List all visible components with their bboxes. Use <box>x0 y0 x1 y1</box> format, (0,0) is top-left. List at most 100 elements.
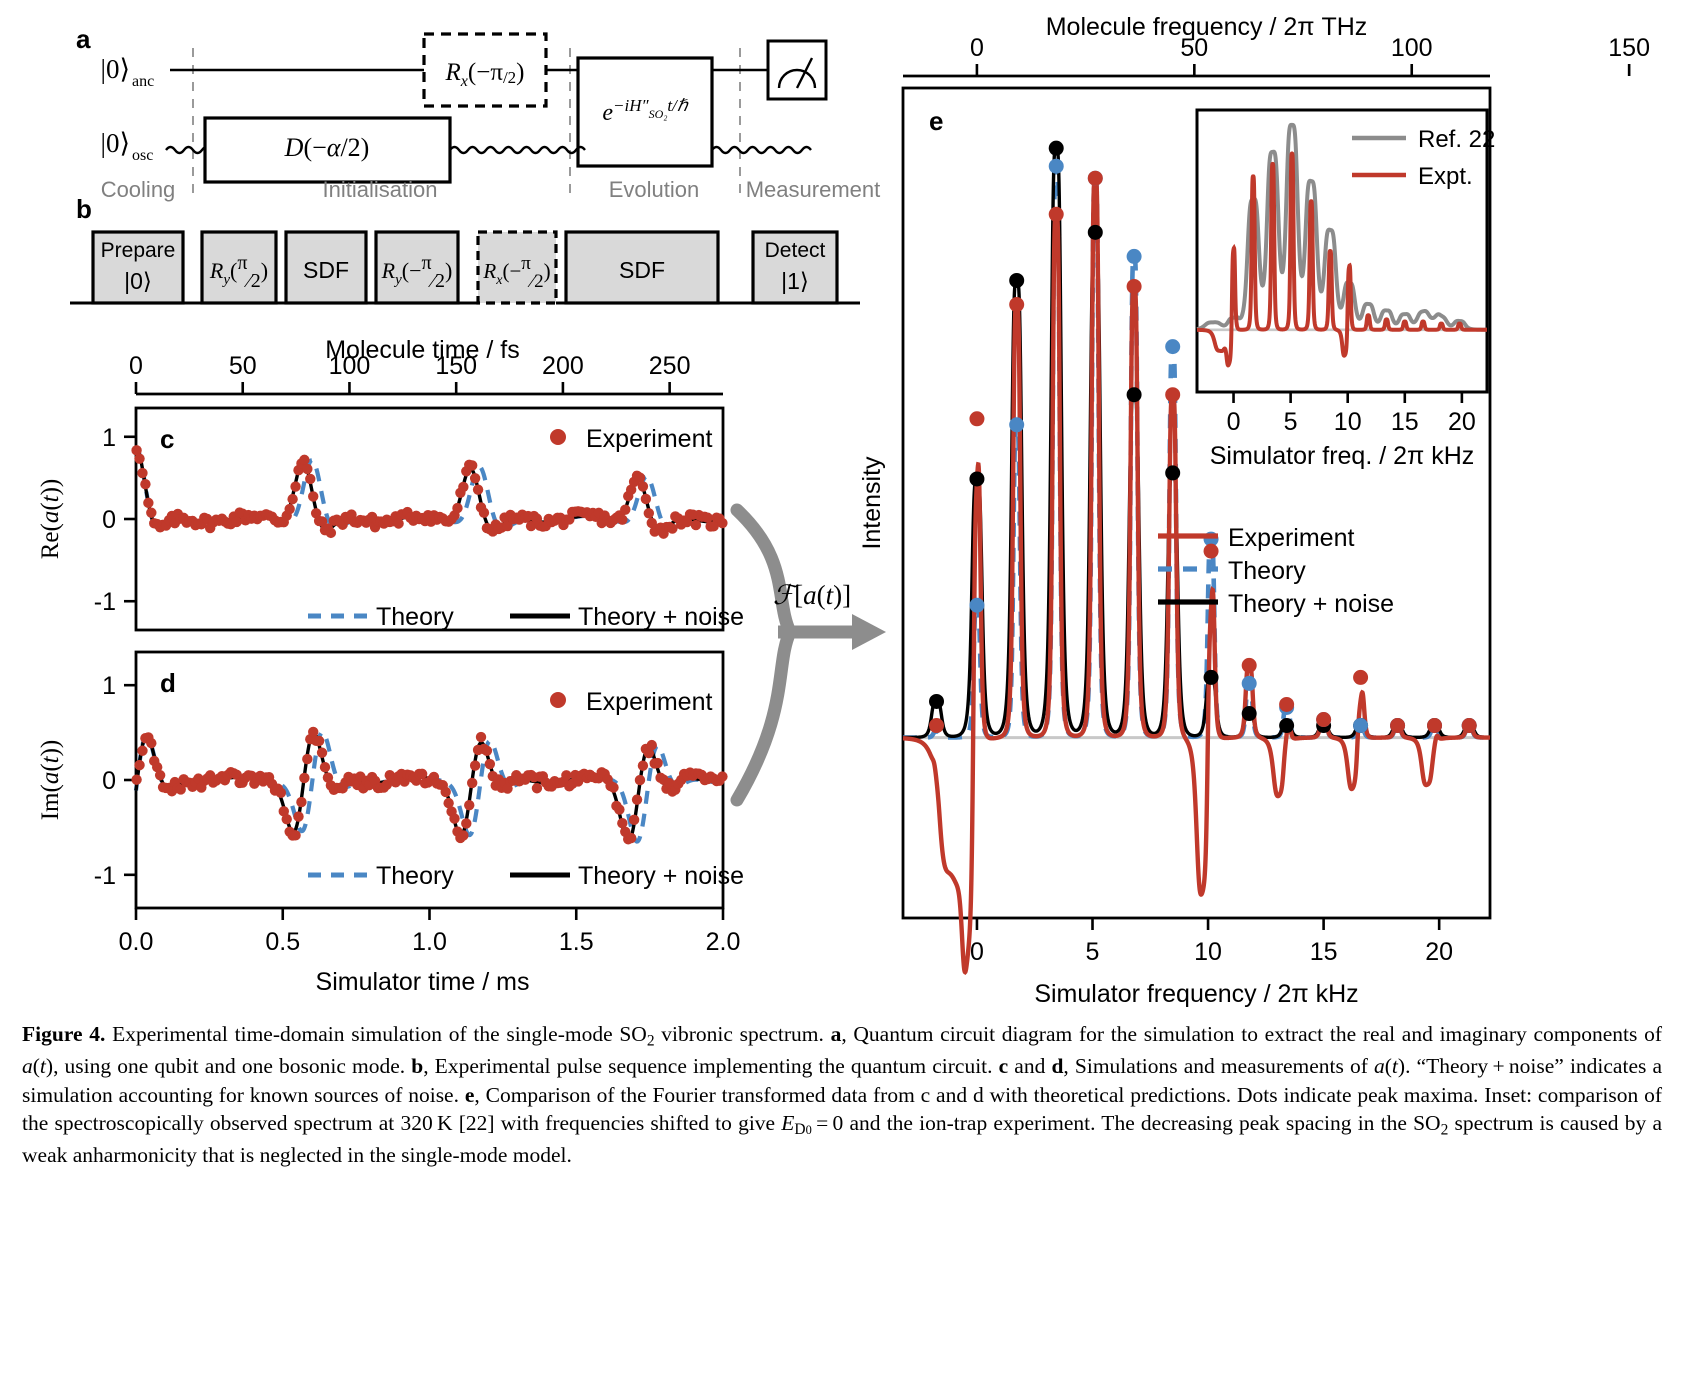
panel-c-experiment-points <box>131 445 728 539</box>
panel-e-top-axis-label: Molecule frequency / 2π THz <box>1046 13 1368 41</box>
peak-dot-theory-noise-7 <box>1203 669 1219 685</box>
panel-d-xaxis-label: Simulator time / ms <box>316 968 530 996</box>
panel-d-experiment-points <box>131 726 728 845</box>
peak-dot-theory-6 <box>1165 339 1181 355</box>
panel-e-xaxis-label: Simulator frequency / 2π kHz <box>1034 980 1358 1008</box>
panel-d-data-point <box>137 745 148 756</box>
peak-dot-theory-1 <box>969 597 985 613</box>
panel-d-data-point <box>631 794 643 805</box>
panel-c-legend-experiment-marker <box>550 429 566 445</box>
panel-c-data-point <box>452 502 463 514</box>
peak-dot-theory-noise-5 <box>1126 387 1142 403</box>
displacement-gate-box[interactable] <box>203 116 452 184</box>
panel-d-data-point <box>614 804 625 815</box>
panel-d-data-point <box>154 770 166 781</box>
panel-d-data-point <box>628 814 640 826</box>
panel-c-legend-experiment-label: Experiment <box>586 425 712 453</box>
panel-e-frame <box>901 86 1492 920</box>
peak-dot-experiment-9 <box>1279 696 1295 712</box>
panel-d-data-point <box>643 747 655 759</box>
stage-label-0: Cooling <box>101 177 176 202</box>
panel-d-data-point <box>308 726 319 738</box>
panel-e-top-ticklabel-0: 0 <box>970 34 984 62</box>
panel-d-data-point <box>608 782 619 793</box>
panel-e-inset-expt-line <box>1197 151 1487 368</box>
panel-e-inset-xticklabel-4: 20 <box>1448 408 1476 436</box>
panel-d-xticklabel-4: 2.0 <box>706 928 741 956</box>
panel-c-data-point <box>305 473 316 485</box>
panel-d-xticklabel-0: 0.0 <box>119 928 154 956</box>
panel-d-data-point <box>531 783 543 794</box>
panel-d-xticklabel-1: 0.5 <box>265 928 300 956</box>
panel-e-top-ticklabel-1: 50 <box>1180 34 1208 62</box>
stage-label-3: Measurement <box>746 177 881 202</box>
panel-c-data-point <box>708 521 719 532</box>
figure-caption: Figure 4. Experimental time-domain simul… <box>22 1020 1662 1170</box>
peak-dot-experiment-11 <box>1353 669 1369 685</box>
panel-c-data-point <box>290 481 301 492</box>
peak-dot-theory-noise-6 <box>1165 465 1181 481</box>
panel-d-legend-theorynoise-label: Theory + noise <box>578 862 744 890</box>
rx-minus-pulse[interactable] <box>476 230 558 305</box>
panel-d-yticklabel-2: 1 <box>102 672 116 700</box>
ry-minus-pulse[interactable] <box>374 230 460 305</box>
peak-dot-theory-noise-8 <box>1241 706 1257 722</box>
panel-d-data-point <box>299 772 310 784</box>
panel-c-data-point <box>308 491 319 502</box>
fourier-arrow-bracket <box>730 503 797 807</box>
peak-dot-experiment-8 <box>1241 657 1257 673</box>
ry-plus-pulse[interactable] <box>200 230 278 305</box>
evolution-gate-box[interactable] <box>576 56 714 168</box>
panel-a-letter: a <box>76 24 91 54</box>
peak-dot-experiment-5 <box>1126 278 1142 294</box>
panel-e-peak-dots <box>929 140 1477 734</box>
prepare-pulse[interactable] <box>91 230 185 305</box>
panel-c-top-axis-label: Molecule time / fs <box>325 336 520 364</box>
panel-d-yticklabel-0: -1 <box>94 862 116 890</box>
peak-dot-experiment-0 <box>929 718 945 734</box>
panel-c-data-point <box>625 484 637 495</box>
panel-c-yticklabel-2: 1 <box>102 424 116 452</box>
osc-wave-2 <box>449 145 586 155</box>
panel-c-data-point <box>620 504 631 515</box>
panel-d-data-point <box>231 769 242 781</box>
sdf-pulse-2[interactable] <box>564 230 720 305</box>
panel-d-data-point <box>443 797 454 809</box>
panel-e-legend-theorynoise-label: Theory + noise <box>1228 590 1394 618</box>
panel-e-xticklabel-2: 10 <box>1194 938 1222 966</box>
panel-d-data-point <box>717 771 728 782</box>
panel-c-data-point <box>316 516 328 527</box>
panel-c-data-point <box>478 507 490 518</box>
peak-dot-experiment-10 <box>1316 712 1332 728</box>
fourier-arrow-head <box>852 614 886 650</box>
rx-gate-box[interactable] <box>422 32 548 108</box>
detect-pulse[interactable] <box>751 230 839 305</box>
stage-label-2: Evolution <box>609 177 700 202</box>
sdf-pulse-1[interactable] <box>284 230 368 305</box>
panel-d-data-point <box>151 761 163 773</box>
panel-d-data-point <box>625 832 637 844</box>
panel-c-data-point <box>140 478 151 490</box>
panel-c-data-point <box>284 503 295 515</box>
peak-dot-theory-noise-3 <box>1048 140 1064 156</box>
panel-d-data-point <box>637 760 649 771</box>
panel-c-data-point <box>287 493 298 505</box>
panel-c-letter: c <box>160 424 174 454</box>
panel-d-data-point <box>416 768 428 780</box>
panel-c-data-point <box>640 493 652 505</box>
sdf-pulse-1-label: SDF <box>303 257 349 283</box>
panel-c-data-point <box>690 519 702 531</box>
fourier-arrow-label: ℱ[a(t)] <box>773 580 851 610</box>
panel-d-data-point <box>652 757 663 769</box>
panel-d-xticklabel-2: 1.0 <box>412 928 447 956</box>
ry-minus-pulse-label: Ry(−π⁄2) <box>381 252 453 292</box>
panel-c-top-ticklabel-3: 150 <box>435 352 477 380</box>
stage-label-1: Initialisation <box>323 177 438 202</box>
peak-dot-experiment-12 <box>1390 718 1406 734</box>
panel-c-top-ticklabel-0: 0 <box>129 352 143 380</box>
panel-c-data-point <box>134 453 145 464</box>
panel-e-legend-theory-label: Theory <box>1228 557 1306 585</box>
peak-dot-experiment-2 <box>1009 297 1025 313</box>
panel-c-data-point <box>458 481 469 493</box>
